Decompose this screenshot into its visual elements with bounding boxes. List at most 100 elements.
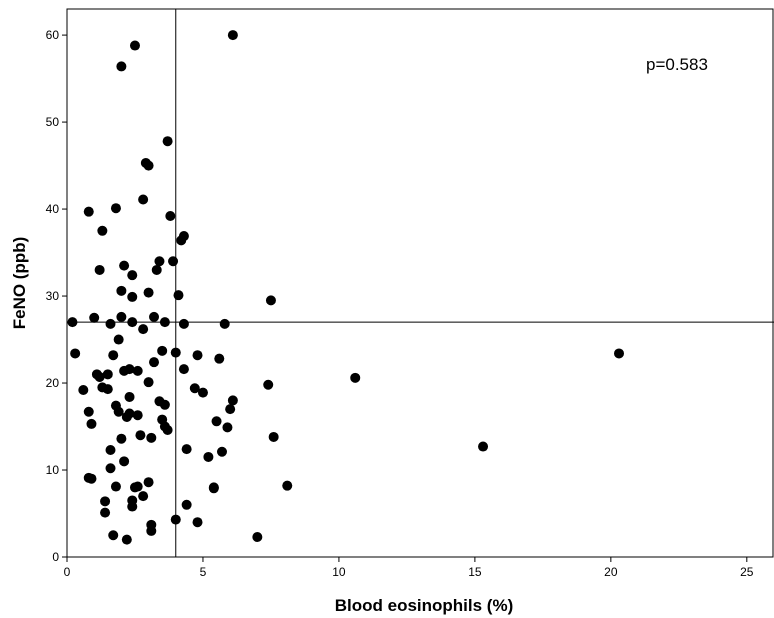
data-point (116, 311, 127, 322)
data-point (70, 348, 81, 359)
data-point (94, 371, 105, 382)
data-point (143, 377, 154, 388)
data-point (83, 206, 94, 217)
data-point (100, 496, 111, 507)
data-point (146, 525, 157, 536)
data-point (97, 225, 108, 236)
data-point (102, 369, 113, 380)
data-point (119, 260, 130, 271)
data-point (165, 211, 176, 222)
data-point (219, 318, 230, 329)
data-point (132, 365, 143, 376)
data-point (143, 160, 154, 171)
data-point (116, 285, 127, 296)
data-point (252, 531, 263, 542)
data-point (108, 350, 119, 361)
plot-frame (66, 8, 774, 558)
data-point (211, 416, 222, 427)
y-tick-label: 10 (46, 463, 60, 477)
data-point (350, 372, 361, 383)
data-point (162, 425, 173, 436)
x-tick-label: 25 (740, 565, 754, 579)
data-point (105, 463, 116, 474)
y-tick-label: 60 (46, 28, 60, 42)
data-point (159, 317, 170, 328)
data-point (159, 399, 170, 410)
data-point (124, 364, 135, 375)
data-point (282, 480, 293, 491)
data-point (138, 491, 149, 502)
data-point (149, 357, 160, 368)
data-point (94, 264, 105, 275)
data-point (192, 517, 203, 528)
data-point (143, 477, 154, 488)
reference-lines (67, 9, 774, 557)
data-point (162, 136, 173, 147)
data-point (222, 422, 233, 433)
data-point (178, 364, 189, 375)
p-value-annotation: p=0.583 (646, 55, 708, 74)
data-point (478, 441, 489, 452)
data-point (124, 408, 135, 419)
y-axis: 0 10 20 30 40 50 60 (46, 28, 67, 564)
data-point (78, 384, 89, 395)
data-point (119, 456, 130, 467)
data-point (124, 391, 135, 402)
data-point (192, 350, 203, 361)
data-point (268, 431, 279, 442)
data-point (113, 406, 124, 417)
data-point (614, 348, 625, 359)
data-point (132, 410, 143, 421)
data-point (216, 446, 227, 457)
data-point (203, 451, 214, 462)
data-point (116, 61, 127, 72)
data-point (197, 387, 208, 398)
data-point (157, 345, 168, 356)
data-point (154, 256, 165, 267)
data-point (100, 507, 111, 518)
data-point (129, 40, 140, 51)
y-tick-label: 0 (52, 550, 59, 564)
data-point (173, 290, 184, 301)
data-point (105, 445, 116, 456)
x-tick-label: 5 (200, 565, 207, 579)
plot-area (66, 8, 774, 558)
data-point (138, 194, 149, 205)
data-point (181, 499, 192, 510)
data-point (127, 270, 138, 281)
x-tick-label: 0 (64, 565, 71, 579)
y-tick-label: 40 (46, 202, 60, 216)
x-tick-label: 10 (332, 565, 346, 579)
data-point (149, 311, 160, 322)
data-point (181, 444, 192, 455)
data-point (214, 353, 225, 364)
y-tick-label: 20 (46, 376, 60, 390)
data-point (89, 312, 100, 323)
data-point (127, 291, 138, 302)
x-tick-label: 20 (604, 565, 618, 579)
data-point (178, 318, 189, 329)
x-axis: 0 5 10 15 20 25 (64, 557, 754, 579)
data-point (151, 264, 162, 275)
data-point (143, 287, 154, 298)
x-tick-label: 15 (468, 565, 482, 579)
data-point (110, 203, 121, 214)
data-points (67, 30, 625, 545)
data-point (189, 383, 200, 394)
data-point (132, 481, 143, 492)
data-point (135, 430, 146, 441)
data-point (263, 379, 274, 390)
data-point (170, 347, 181, 358)
data-point (168, 256, 179, 267)
data-point (225, 404, 236, 415)
data-point (127, 501, 138, 512)
y-tick-label: 30 (46, 289, 60, 303)
data-point (178, 231, 189, 242)
data-point (105, 318, 116, 329)
data-point (116, 433, 127, 444)
data-point (170, 514, 181, 525)
data-point (83, 406, 94, 417)
data-point (227, 395, 238, 406)
data-point (146, 432, 157, 443)
